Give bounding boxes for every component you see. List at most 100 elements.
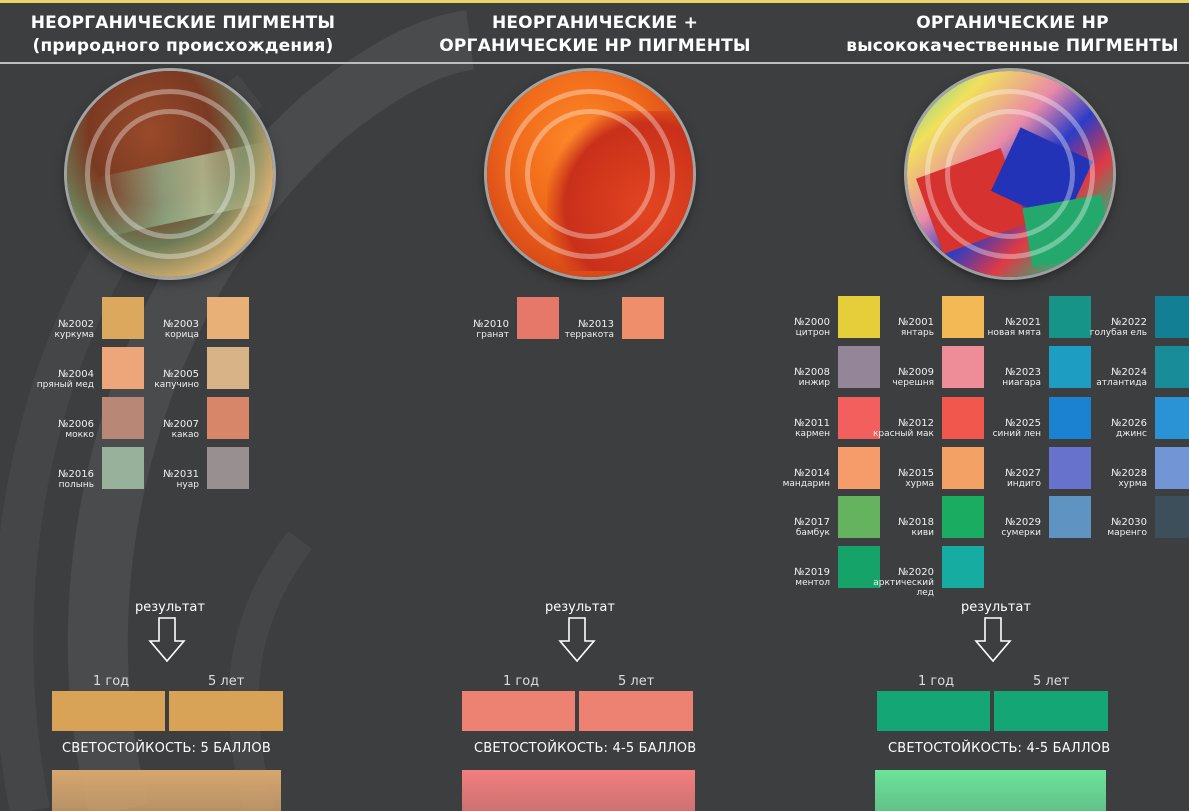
swatch-2007-label: №2007 какао — [163, 419, 199, 441]
swatch-2031-label: №2031 нуар — [163, 469, 199, 491]
col3-bar-1-year — [877, 691, 990, 731]
swatch-2024[interactable] — [1155, 346, 1189, 388]
swatch-2021[interactable] — [1049, 296, 1091, 338]
col2-bar-5-years — [579, 691, 693, 731]
swatch-2019-label: №2019 ментол — [794, 567, 830, 589]
col3-year5-label: 5 лет — [1033, 674, 1070, 689]
swatch-2018[interactable] — [942, 496, 984, 538]
swatch-2006[interactable] — [102, 397, 144, 439]
swatch-2017-label: №2017 бамбук — [794, 517, 830, 539]
swatch-2025-label: №2025 синий лен — [992, 418, 1041, 440]
swatch-2031[interactable] — [207, 447, 249, 489]
swatch-2015-label: №2015 хурма — [898, 468, 934, 490]
header-col2-line1: НЕОРГАНИЧЕСКИЕ + — [491, 13, 699, 33]
swatch-2028-label: №2028 хурма — [1111, 468, 1147, 490]
col2-result-label: результат — [545, 600, 615, 615]
swatch-2024-label: №2024 атлантида — [1096, 367, 1147, 389]
swatch-2029[interactable] — [1049, 496, 1091, 538]
header-col3-line1: ОРГАНИЧЕСКИЕ НР — [916, 13, 1109, 33]
swatch-2014[interactable] — [838, 447, 880, 489]
swatch-2020[interactable] — [942, 546, 984, 588]
col3-bar-5-years — [994, 691, 1108, 731]
swatch-2028[interactable] — [1155, 447, 1189, 489]
swatch-2002-label: №2002 куркума — [54, 319, 94, 341]
swatch-2020-label: №2020 арктический лед — [873, 567, 934, 599]
col3-result-label: результат — [961, 600, 1031, 615]
col1-result-label: результат — [135, 600, 205, 615]
swatch-2004-label: №2004 пряный мед — [36, 369, 94, 391]
header-col1-line1: НЕОРГАНИЧЕСКИЕ ПИГМЕНТЫ — [30, 13, 336, 33]
col1-sample-photo — [52, 770, 281, 811]
swatch-2014-label: №2014 мандарин — [782, 468, 830, 490]
swatch-2001-label: №2001 янтарь — [898, 317, 934, 339]
col2-lightfastness: СВЕТОСТОЙКОСТЬ: 4-5 БАЛЛОВ — [474, 741, 697, 756]
swatch-2000[interactable] — [838, 296, 880, 338]
swatch-2006-label: №2006 мокко — [58, 419, 94, 441]
swatch-2004[interactable] — [102, 347, 144, 389]
header: НЕОРГАНИЧЕСКИЕ ПИГМЕНТЫ (природного прои… — [0, 8, 1189, 62]
swatch-2022-label: №2022 голубая ель — [1089, 317, 1147, 339]
col3-sample-photo — [875, 770, 1106, 811]
top-accent-line — [0, 0, 1189, 3]
swatch-2005[interactable] — [207, 347, 249, 389]
red-pigment-image — [487, 71, 693, 277]
swatch-2012[interactable] — [942, 397, 984, 439]
swatch-2025[interactable] — [1049, 397, 1091, 439]
swatch-2023[interactable] — [1049, 346, 1091, 388]
swatch-2009-label: №2009 черешня — [892, 367, 934, 389]
swatch-2007[interactable] — [207, 397, 249, 439]
swatch-2003[interactable] — [207, 297, 249, 339]
swatch-2001[interactable] — [942, 296, 984, 338]
swatch-2000-label: №2000 цитрон — [794, 317, 830, 339]
swatch-2012-label: №2012 красный мак — [872, 418, 934, 440]
swatch-2003-label: №2003 корица — [163, 319, 199, 341]
swatch-2016-label: №2016 полынь — [58, 469, 94, 491]
col2-down-arrow-icon — [558, 617, 596, 663]
col1-down-arrow-icon — [148, 617, 186, 663]
header-col2-line2: ОРГАНИЧЕСКИЕ НР ПИГМЕНТЫ — [439, 36, 751, 56]
swatch-2021-label: №2021 новая мята — [987, 317, 1041, 339]
swatch-2029-label: №2029 сумерки — [1001, 517, 1041, 539]
col2-year5-label: 5 лет — [618, 674, 655, 689]
swatch-2019[interactable] — [838, 546, 880, 588]
swatch-2002[interactable] — [102, 297, 144, 339]
header-col2: НЕОРГАНИЧЕСКИЕ + ОРГАНИЧЕСКИЕ НР ПИГМЕНТ… — [430, 12, 760, 58]
swatch-2018-label: №2018 киви — [898, 517, 934, 539]
swatch-2010-label: №2010 гранат — [473, 319, 509, 341]
swatch-2022[interactable] — [1155, 296, 1189, 338]
col1-year5-label: 5 лет — [208, 674, 245, 689]
swatch-2027[interactable] — [1049, 447, 1091, 489]
col3-lightfastness: СВЕТОСТОЙКОСТЬ: 4-5 БАЛЛОВ — [888, 741, 1111, 756]
swatch-2013[interactable] — [622, 297, 664, 339]
header-col1: НЕОРГАНИЧЕСКИЕ ПИГМЕНТЫ (природного прои… — [18, 12, 348, 58]
swatch-2011[interactable] — [838, 397, 880, 439]
swatch-2005-label: №2005 капучино — [154, 369, 199, 391]
col2-sample-photo — [462, 770, 695, 811]
col3-down-arrow-icon — [974, 617, 1012, 663]
swatch-2017[interactable] — [838, 496, 880, 538]
col1-lightfastness: СВЕТОСТОЙКОСТЬ: 5 БАЛЛОВ — [62, 741, 271, 756]
swatch-2008[interactable] — [838, 346, 880, 388]
col1-year1-label: 1 год — [93, 674, 130, 689]
swatch-2011-label: №2011 кармен — [794, 418, 830, 440]
col3-year1-label: 1 год — [918, 674, 955, 689]
swatch-2027-label: №2027 индиго — [1005, 468, 1041, 490]
swatch-2013-label: №2013 терракота — [564, 319, 614, 341]
natural-pigment-image — [67, 71, 273, 277]
col1-bar-1-year — [52, 691, 165, 731]
swatch-2016[interactable] — [102, 447, 144, 489]
header-col3: ОРГАНИЧЕСКИЕ НР высококачественные ПИГМЕ… — [845, 12, 1180, 58]
swatch-2023-label: №2023 ниагара — [1002, 367, 1041, 389]
swatch-2026[interactable] — [1155, 397, 1189, 439]
swatch-2015[interactable] — [942, 447, 984, 489]
swatch-2030[interactable] — [1155, 496, 1189, 538]
header-col3-line2: высококачественные ПИГМЕНТЫ — [846, 36, 1179, 56]
swatch-2008-label: №2008 инжир — [794, 367, 830, 389]
col2-bar-1-year — [462, 691, 575, 731]
header-divider — [0, 62, 1189, 64]
col2-year1-label: 1 год — [503, 674, 540, 689]
swatch-2009[interactable] — [942, 346, 984, 388]
header-col1-line2: (природного происхождения) — [32, 36, 334, 56]
swatch-2010[interactable] — [517, 297, 559, 339]
swatch-2030-label: №2030 маренго — [1107, 517, 1147, 539]
